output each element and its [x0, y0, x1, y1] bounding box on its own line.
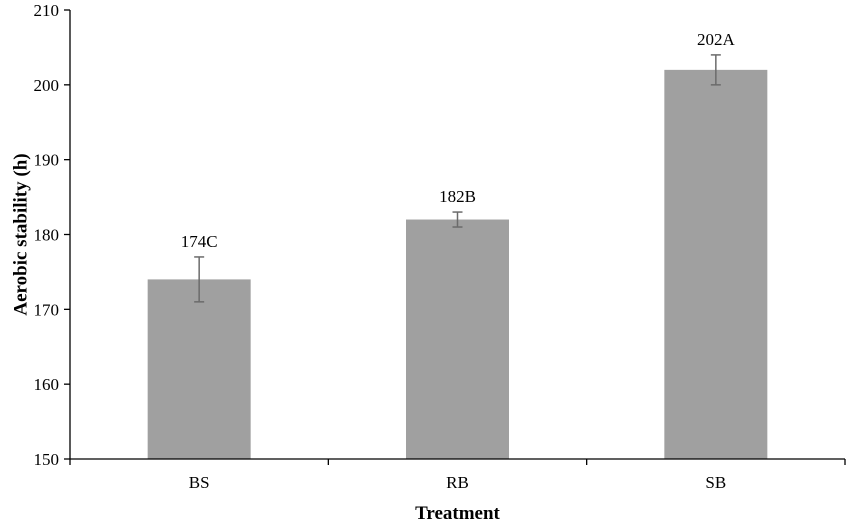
y-axis-ticks: 150 160 170 180 190 200 210 [34, 1, 70, 469]
bars [147, 69, 768, 459]
data-labels: 174C 182B 202A [181, 30, 736, 251]
data-label-sb: 202A [697, 30, 736, 49]
y-tick-label: 180 [34, 226, 60, 245]
y-tick-label: 210 [34, 1, 60, 20]
y-tick-label: 200 [34, 76, 60, 95]
error-bars [194, 54, 721, 303]
y-tick-label: 150 [34, 450, 60, 469]
x-axis-title: Treatment [415, 503, 500, 523]
y-tick-label: 160 [34, 375, 60, 394]
x-axis-ticks: BS RB SB [69, 459, 846, 492]
x-tick-label: SB [705, 473, 726, 492]
data-label-bs: 174C [181, 232, 218, 251]
data-label-rb: 182B [439, 187, 476, 206]
y-axis-title: Aerobic stability (h) [11, 153, 32, 315]
bar-bs [147, 279, 251, 459]
y-tick-label: 190 [34, 151, 60, 170]
x-tick-label: BS [189, 473, 210, 492]
y-tick-label: 170 [34, 300, 60, 319]
bar-sb [664, 69, 768, 459]
x-tick-label: RB [446, 473, 469, 492]
bar-rb [406, 219, 509, 459]
